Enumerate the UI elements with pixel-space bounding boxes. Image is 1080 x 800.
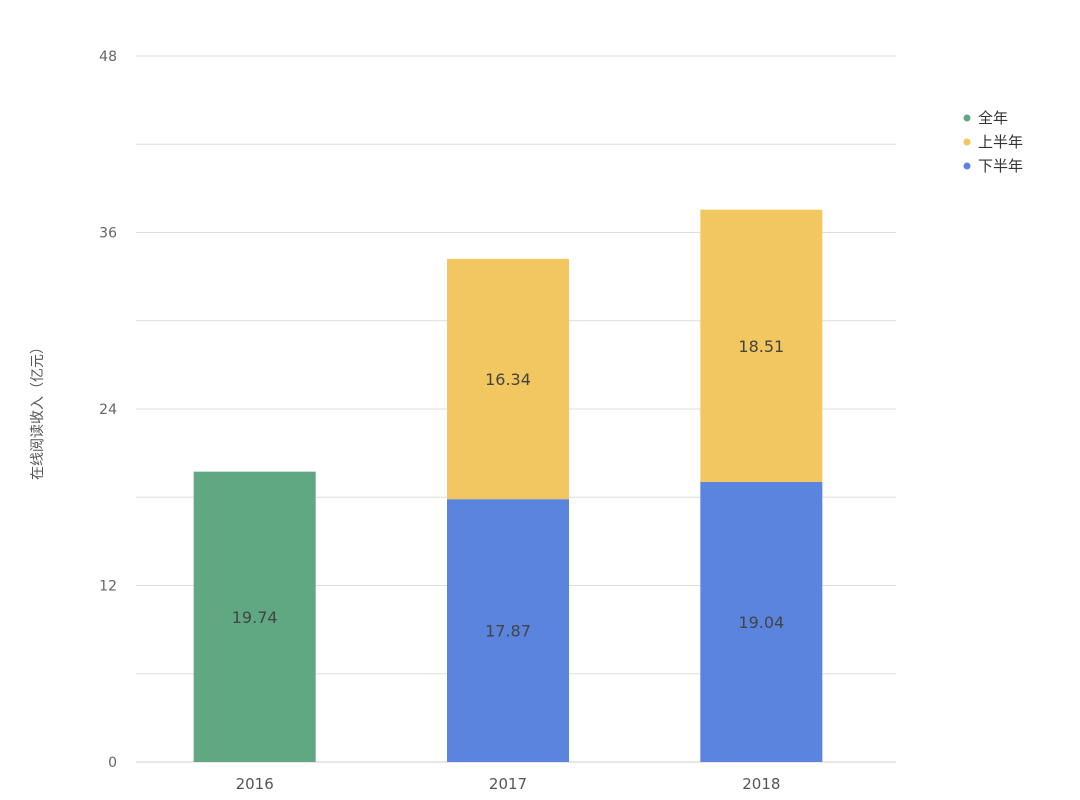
bar-2018-上半年	[700, 209, 823, 482]
bar-2017-上半年	[447, 258, 569, 500]
bars	[193, 209, 823, 762]
data-label: 19.74	[232, 608, 278, 627]
legend-label: 全年	[978, 109, 1008, 127]
data-label: 17.87	[485, 622, 531, 641]
legend-marker	[963, 162, 971, 170]
data-label: 18.51	[738, 337, 784, 356]
y-tick-label: 36	[99, 226, 117, 242]
data-label: 19.04	[738, 613, 784, 632]
x-tick-label: 2016	[236, 775, 274, 793]
legend-marker	[963, 138, 971, 146]
bar-2017-下半年	[447, 499, 569, 762]
y-tick-label: 0	[108, 755, 117, 771]
legend-label: 上半年	[978, 133, 1023, 151]
y-tick-label: 24	[99, 402, 117, 418]
legend-marker	[963, 114, 971, 122]
legend-label: 下半年	[978, 157, 1023, 175]
data-labels: 19.74 17.87 16.34 19.04 18.51	[232, 337, 784, 641]
x-tick-label: 2018	[742, 775, 780, 793]
bar-2016-全年	[193, 471, 316, 762]
y-tick-label: 48	[99, 49, 117, 65]
data-label: 16.34	[485, 370, 531, 389]
x-tick-label: 2017	[489, 775, 527, 793]
bar-2018-下半年	[700, 481, 823, 762]
y-axis: 0 12 24 36 48	[99, 49, 117, 771]
y-axis-title: 在线阅读收入（亿元）	[29, 340, 46, 480]
x-axis: 2016 2017 2018	[236, 775, 781, 793]
y-tick-label: 12	[99, 579, 117, 595]
